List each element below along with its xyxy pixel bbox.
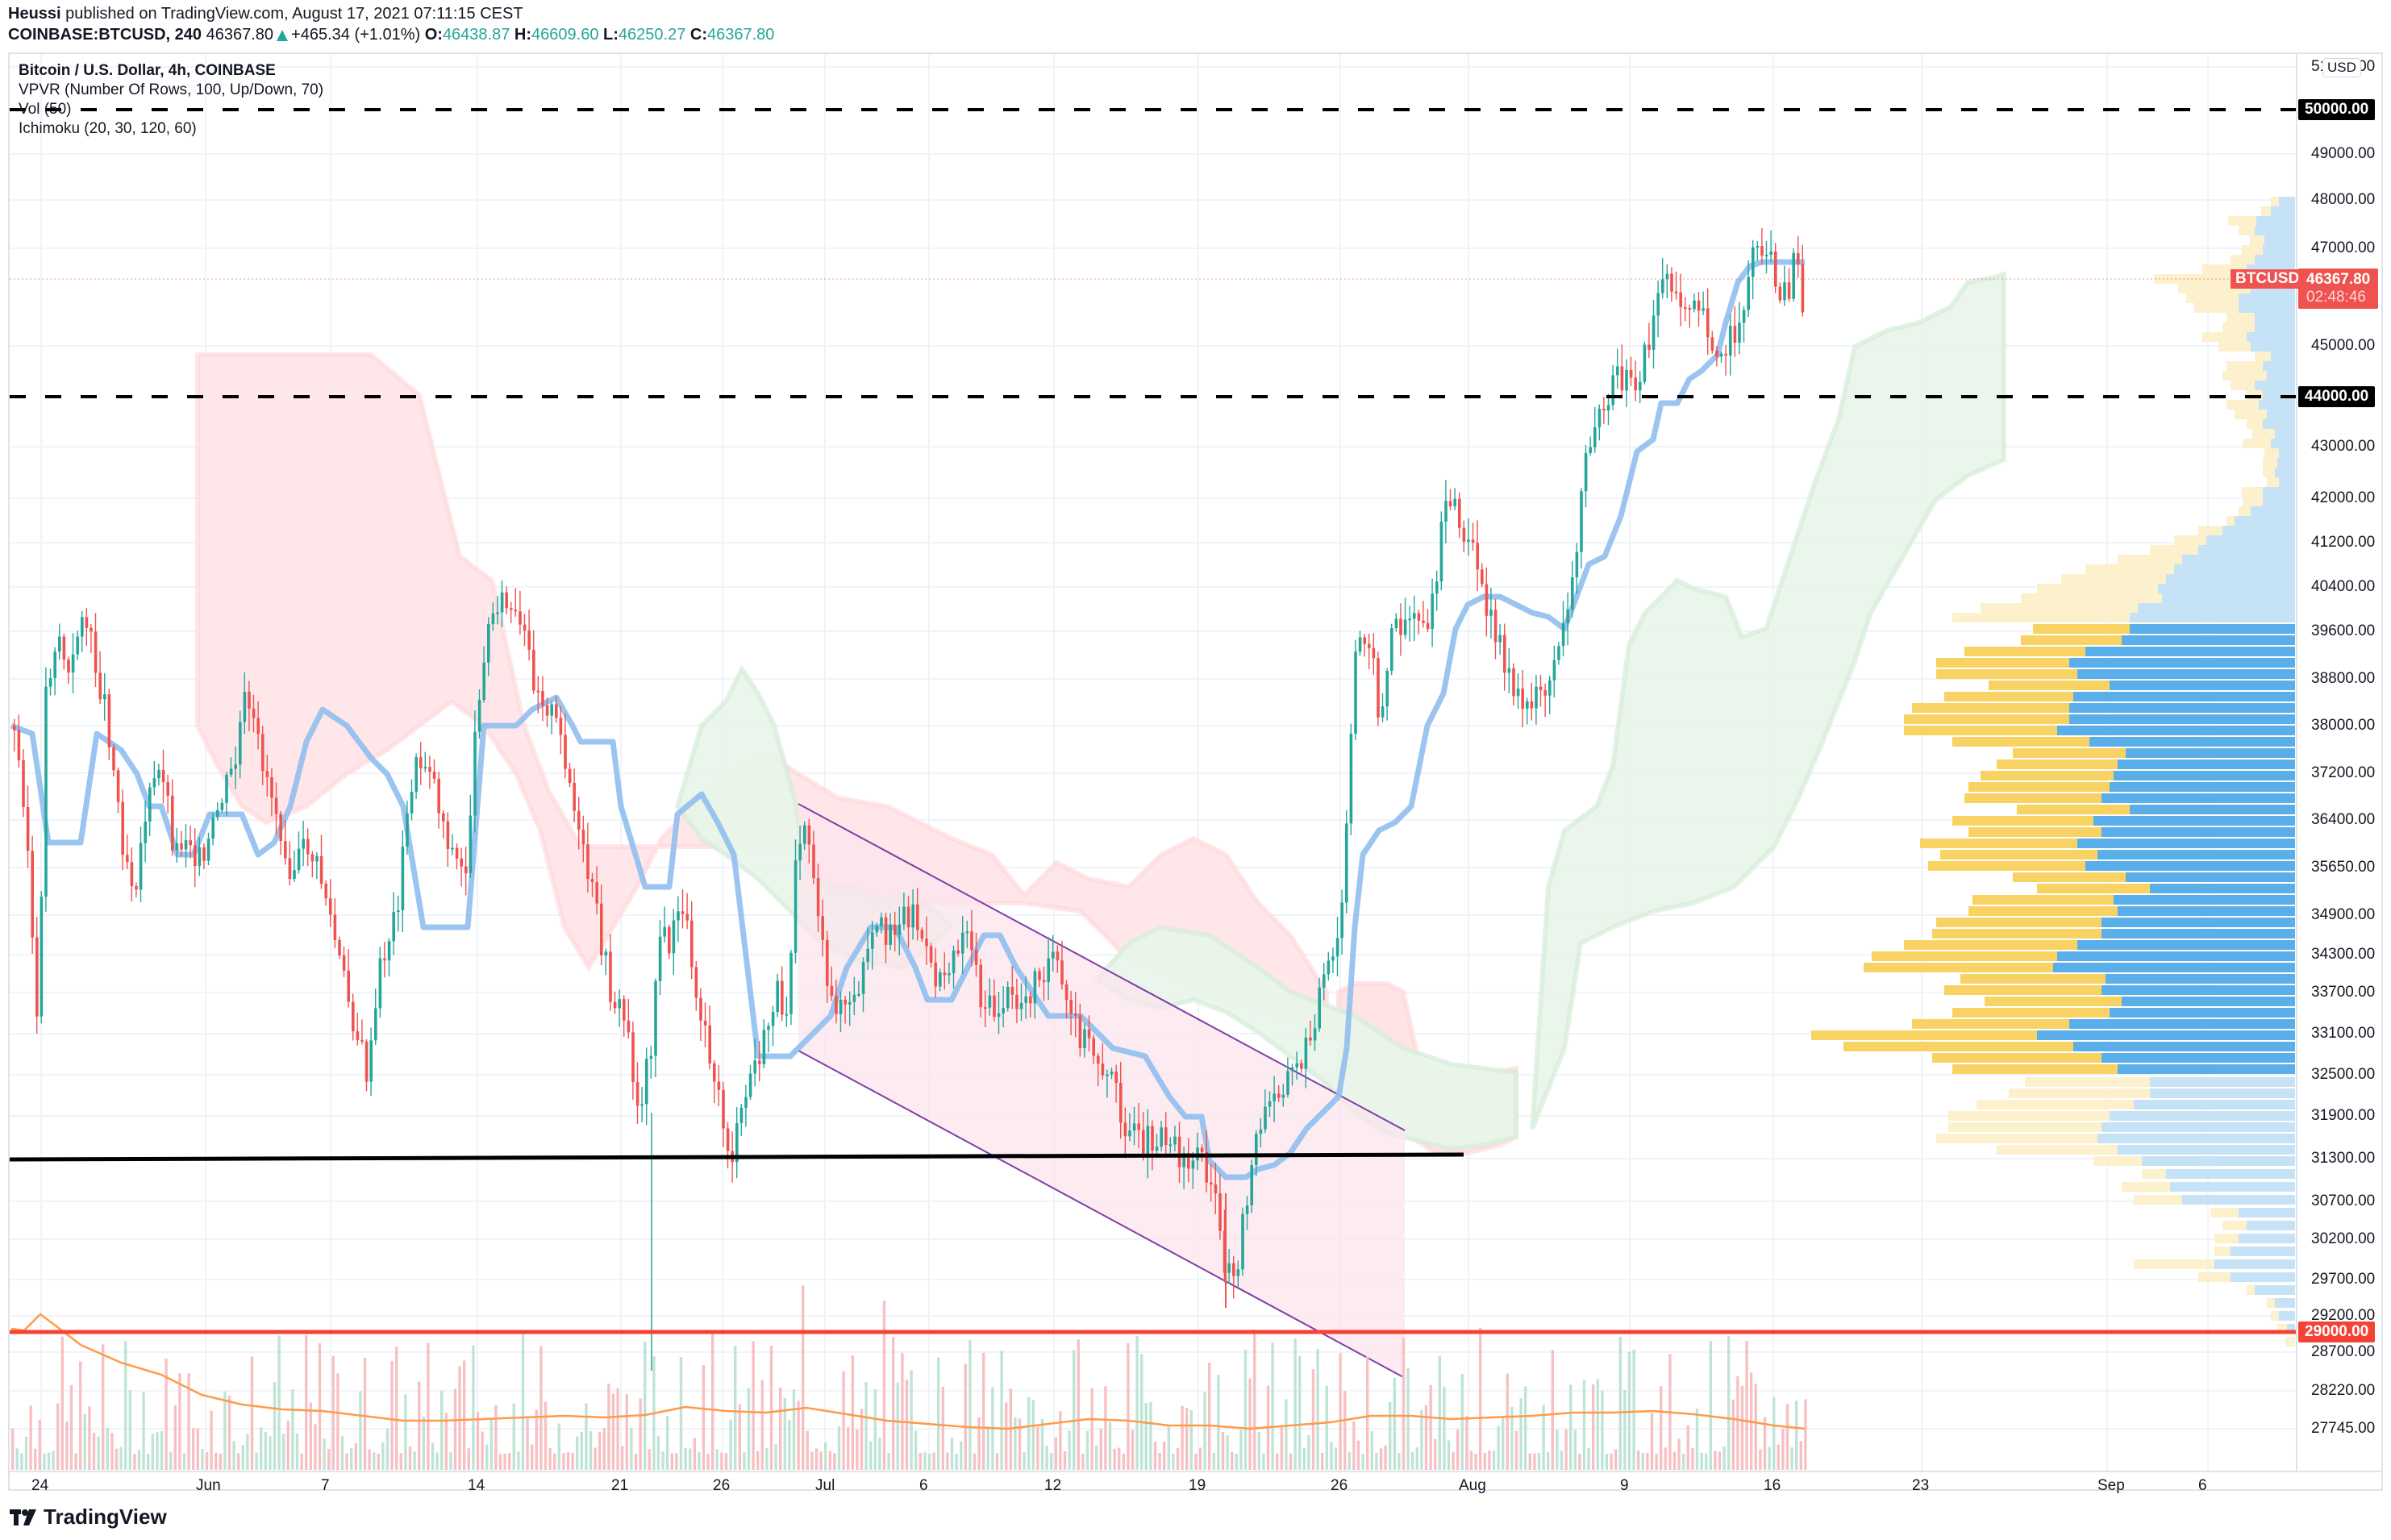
kijun-line	[10, 259, 1805, 1180]
open-label: O:	[424, 26, 443, 44]
symbol-price-tag: BTCUSD	[2231, 269, 2305, 289]
tradingview-logo-icon	[10, 1509, 36, 1525]
time-tick-label: Jun	[196, 1477, 221, 1494]
price-tick-label: 31300.00	[2311, 1150, 2376, 1167]
current-price-tag: 46367.80 02:48:46	[2298, 268, 2379, 309]
legend-ichimoku[interactable]: Ichimoku (20, 30, 120, 60)	[19, 120, 197, 137]
time-tick-label: 16	[1764, 1477, 1781, 1494]
price-tick-label: 30200.00	[2311, 1230, 2376, 1247]
current-price-value: 46367.80	[2306, 271, 2371, 288]
price-tick-label: 28220.00	[2311, 1382, 2376, 1399]
symbol-label: COINBASE:BTCUSD, 240	[8, 26, 202, 44]
legend-volume[interactable]: Vol (50)	[19, 101, 72, 118]
open-value: 46438.87	[442, 26, 510, 44]
up-arrow-icon	[277, 29, 289, 41]
volume-bars	[10, 1285, 1807, 1470]
published-text: published on TradingView.com, August 17,…	[65, 5, 523, 23]
price-tick-label: 32500.00	[2311, 1066, 2376, 1083]
price-tick-label: 42000.00	[2311, 489, 2376, 506]
time-tick-label: 7	[321, 1477, 330, 1494]
time-tick-label: 6	[919, 1477, 928, 1494]
author-name[interactable]: Heussi	[8, 5, 61, 23]
level-price-tag[interactable]: 50000.00	[2298, 99, 2376, 120]
price-tick-label: 38000.00	[2311, 717, 2376, 734]
high-value: 46609.60	[531, 26, 599, 44]
close-value: 46367.80	[707, 26, 775, 44]
time-tick-label: Sep	[2097, 1477, 2125, 1494]
price-tick-label: 30700.00	[2311, 1192, 2376, 1209]
vpvr-histogram	[1811, 197, 2295, 1346]
currency-button[interactable]: USD	[2322, 58, 2361, 77]
price-tick-label: 33700.00	[2311, 984, 2376, 1001]
time-tick-label: 14	[468, 1477, 485, 1494]
chart-legend: Bitcoin / U.S. Dollar, 4h, COINBASE VPVR…	[19, 61, 323, 139]
price-tick-label: 47000.00	[2311, 239, 2376, 256]
publish-info: Heussi published on TradingView.com, Aug…	[8, 3, 523, 24]
price-tick-label: 31900.00	[2311, 1107, 2376, 1124]
price-tick-label: 29200.00	[2311, 1307, 2376, 1324]
price-tick-label: 49000.00	[2311, 145, 2376, 162]
time-tick-label: 26	[713, 1477, 731, 1494]
low-label: L:	[603, 26, 619, 44]
price-tick-label: 40400.00	[2311, 578, 2376, 595]
price-tick-label: 34900.00	[2311, 906, 2376, 923]
level-price-tag[interactable]: 44000.00	[2298, 386, 2376, 407]
time-tick-label: 21	[611, 1477, 629, 1494]
last-price: 46367.80	[206, 26, 274, 44]
bar-countdown: 02:48:46	[2306, 289, 2366, 306]
price-tick-label: 34300.00	[2311, 946, 2376, 963]
time-tick-label: 26	[1331, 1477, 1348, 1494]
price-tick-label: 48000.00	[2311, 191, 2376, 208]
descending-channel[interactable]	[798, 803, 1406, 1379]
high-label: H:	[514, 26, 532, 44]
low-value: 46250.27	[618, 26, 686, 44]
price-tick-label: 27745.00	[2311, 1420, 2376, 1437]
horizontal-levels[interactable]	[9, 108, 2297, 1334]
level-price-tag[interactable]: 29000.00	[2298, 1321, 2376, 1342]
time-tick-label: 24	[31, 1477, 49, 1494]
price-tick-label: 29700.00	[2311, 1271, 2376, 1288]
legend-title[interactable]: Bitcoin / U.S. Dollar, 4h, COINBASE	[19, 62, 276, 79]
price-tick-label: 37200.00	[2311, 764, 2376, 781]
tradingview-logo[interactable]: TradingView	[10, 1505, 167, 1530]
time-tick-label: 23	[1912, 1477, 1930, 1494]
price-tick-label: 28700.00	[2311, 1343, 2376, 1360]
price-tick-label: 33100.00	[2311, 1025, 2376, 1042]
time-tick-label: Aug	[1459, 1477, 1486, 1494]
time-tick-label: 12	[1044, 1477, 1062, 1494]
price-tick-label: 43000.00	[2311, 438, 2376, 455]
time-tick-label: 19	[1189, 1477, 1206, 1494]
price-tick-label: 38800.00	[2311, 670, 2376, 687]
price-tick-label: 45000.00	[2311, 337, 2376, 354]
close-label: C:	[689, 26, 707, 44]
time-tick-label: 9	[1620, 1477, 1629, 1494]
price-tick-label: 36400.00	[2311, 811, 2376, 828]
time-tick-label: Jul	[815, 1477, 835, 1494]
price-change: +465.34 (+1.01%)	[291, 26, 421, 44]
legend-vpvr[interactable]: VPVR (Number Of Rows, 100, Up/Down, 70)	[19, 81, 324, 98]
time-tick-label: 6	[2198, 1477, 2207, 1494]
symbol-info-bar: COINBASE:BTCUSD, 240 46367.80 +465.34 (+1…	[8, 24, 774, 45]
price-tick-label: 41200.00	[2311, 534, 2376, 551]
chart-frame	[8, 52, 2383, 1491]
ichimoku-cloud	[195, 270, 2006, 1155]
price-tick-label: 35650.00	[2311, 859, 2376, 876]
price-tick-label: 39600.00	[2311, 622, 2376, 639]
tradingview-logo-text: TradingView	[44, 1505, 167, 1529]
